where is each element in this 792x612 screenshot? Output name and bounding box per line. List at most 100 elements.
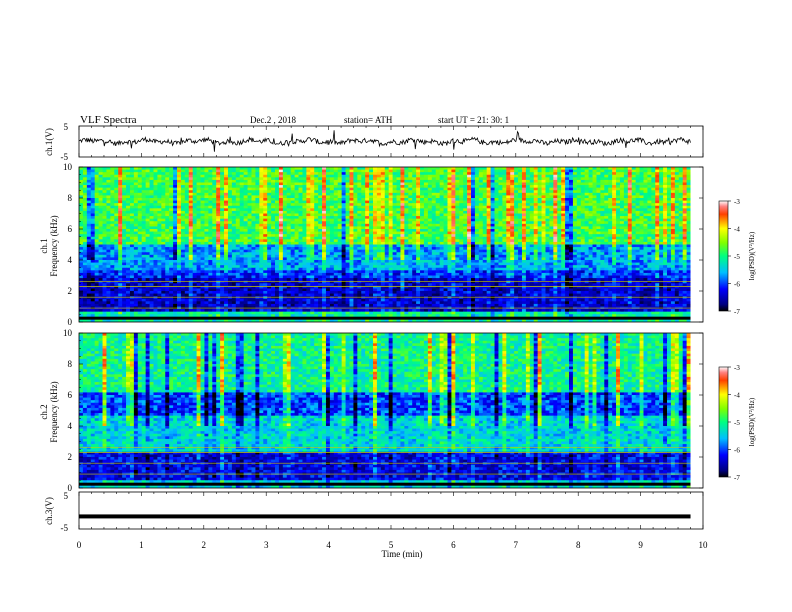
spectrogram-cell xyxy=(126,205,131,209)
spectrogram-cell xyxy=(82,167,88,170)
spectrogram-cell xyxy=(674,226,680,230)
spectrogram-cell xyxy=(149,213,154,217)
spectrogram-cell xyxy=(188,247,194,251)
spectrogram-cell xyxy=(502,172,507,176)
spectrogram-cell xyxy=(616,195,621,199)
spectrogram-cell xyxy=(259,231,264,235)
spectrogram-cell xyxy=(129,247,135,251)
spectrogram-cell xyxy=(208,223,213,227)
spectrogram-cell xyxy=(165,205,170,209)
spectrogram-cell xyxy=(431,241,437,245)
spectrogram-cell xyxy=(114,234,119,238)
station-label: station= ATH xyxy=(344,115,393,125)
spectrogram-cell xyxy=(204,203,209,207)
spectrogram-cell xyxy=(596,234,601,238)
spectrogram-cell xyxy=(263,241,268,245)
spectrogram-cell xyxy=(149,177,154,181)
spectrogram-cell xyxy=(212,213,217,217)
spectrogram-cell xyxy=(141,187,147,191)
spectrogram-cell xyxy=(592,203,597,207)
spectrogram-cell xyxy=(318,167,323,170)
spectrogram-cell xyxy=(212,167,217,170)
spectrogram-cell xyxy=(306,210,311,214)
spectrogram-cell xyxy=(153,174,158,178)
spectrogram-cell xyxy=(255,185,260,189)
spectrogram-cell xyxy=(161,192,166,196)
spectrogram-cell xyxy=(631,226,637,230)
spectrogram-cell xyxy=(373,167,378,170)
spectrogram-cell xyxy=(122,177,127,181)
spectrogram-cell xyxy=(102,223,107,227)
spectrogram-cell xyxy=(506,203,511,207)
spectrogram-cell xyxy=(196,239,201,243)
spectrogram-cell xyxy=(572,213,578,217)
spectrogram-cell xyxy=(318,223,323,227)
spectrogram-cell xyxy=(298,200,303,204)
spectrogram-cell xyxy=(357,226,362,230)
spectrogram-cell xyxy=(200,231,205,235)
spectrogram-cell xyxy=(537,226,542,230)
spectrogram-cell xyxy=(259,213,264,217)
spectrogram-cell xyxy=(173,195,178,199)
spectrogram-cell xyxy=(494,172,499,176)
spectrogram-cell xyxy=(686,226,691,230)
spectrogram-cell xyxy=(439,218,444,222)
spectrogram-cell xyxy=(631,203,637,207)
spectrogram-cell xyxy=(643,174,648,178)
spectrogram-cell xyxy=(231,182,237,186)
spectrogram-cell xyxy=(655,169,660,173)
spectrogram-cell xyxy=(86,169,92,173)
spectrogram-cell xyxy=(79,234,84,238)
spectrogram-cell xyxy=(212,179,217,183)
spectrogram-cell xyxy=(412,236,417,240)
spectrogram-cell xyxy=(345,190,350,194)
spectrogram-cell xyxy=(286,182,292,186)
spectrogram-cell xyxy=(310,234,315,238)
spectrogram-cell xyxy=(663,210,668,214)
spectrogram-cell xyxy=(482,187,488,191)
spectrogram-cell xyxy=(392,182,397,186)
spectrogram-cell xyxy=(619,244,625,248)
spectrogram-cell xyxy=(619,239,625,243)
spectrogram-cell xyxy=(318,218,323,222)
spectrogram-cell xyxy=(318,213,323,217)
spectrogram-cell xyxy=(565,177,570,181)
spectrogram-cell xyxy=(400,205,405,209)
spectrogram-cell xyxy=(608,200,613,204)
spectrogram-cell xyxy=(318,190,323,194)
spectrogram-cell xyxy=(490,221,495,225)
spectrogram-cell xyxy=(122,205,127,209)
spectrogram-cell xyxy=(227,190,233,194)
spectrogram-cell xyxy=(439,239,444,243)
spectrogram-cell xyxy=(200,177,205,181)
spectrogram-cell xyxy=(604,195,609,199)
spectrogram-cell xyxy=(361,229,366,232)
spectrogram-cell xyxy=(369,198,374,201)
spectrogram-cell xyxy=(251,241,256,245)
spectrogram-cell xyxy=(635,244,640,248)
spectrogram-cell xyxy=(137,182,143,186)
spectrogram-cell xyxy=(145,169,150,173)
spectrogram-cell xyxy=(384,205,390,209)
spectrogram-cell xyxy=(655,190,660,194)
spectrogram-cell xyxy=(506,190,511,194)
spectrogram-cell xyxy=(392,244,397,248)
spectrogram-cell xyxy=(216,172,221,176)
spectrogram-cell xyxy=(165,216,170,220)
spectrogram-cell xyxy=(314,223,319,227)
spectrogram-cell xyxy=(494,223,499,227)
spectrogram-cell xyxy=(431,210,437,214)
spectrogram-cell xyxy=(271,223,276,227)
spectrogram-cell xyxy=(580,187,586,191)
spectrogram-cell xyxy=(490,210,495,214)
spectrogram-cell xyxy=(235,226,241,230)
spectrogram-cell xyxy=(208,192,213,196)
spectrogram-cell xyxy=(596,231,601,235)
spectrogram-cell xyxy=(325,208,331,212)
spectrogram-cell xyxy=(580,229,586,232)
spectrogram-cell xyxy=(463,167,468,170)
spectrogram-cell xyxy=(294,192,299,196)
spectrogram-cell xyxy=(357,239,362,243)
spectrogram-cell xyxy=(596,203,601,207)
spectrogram-cell xyxy=(655,185,660,189)
